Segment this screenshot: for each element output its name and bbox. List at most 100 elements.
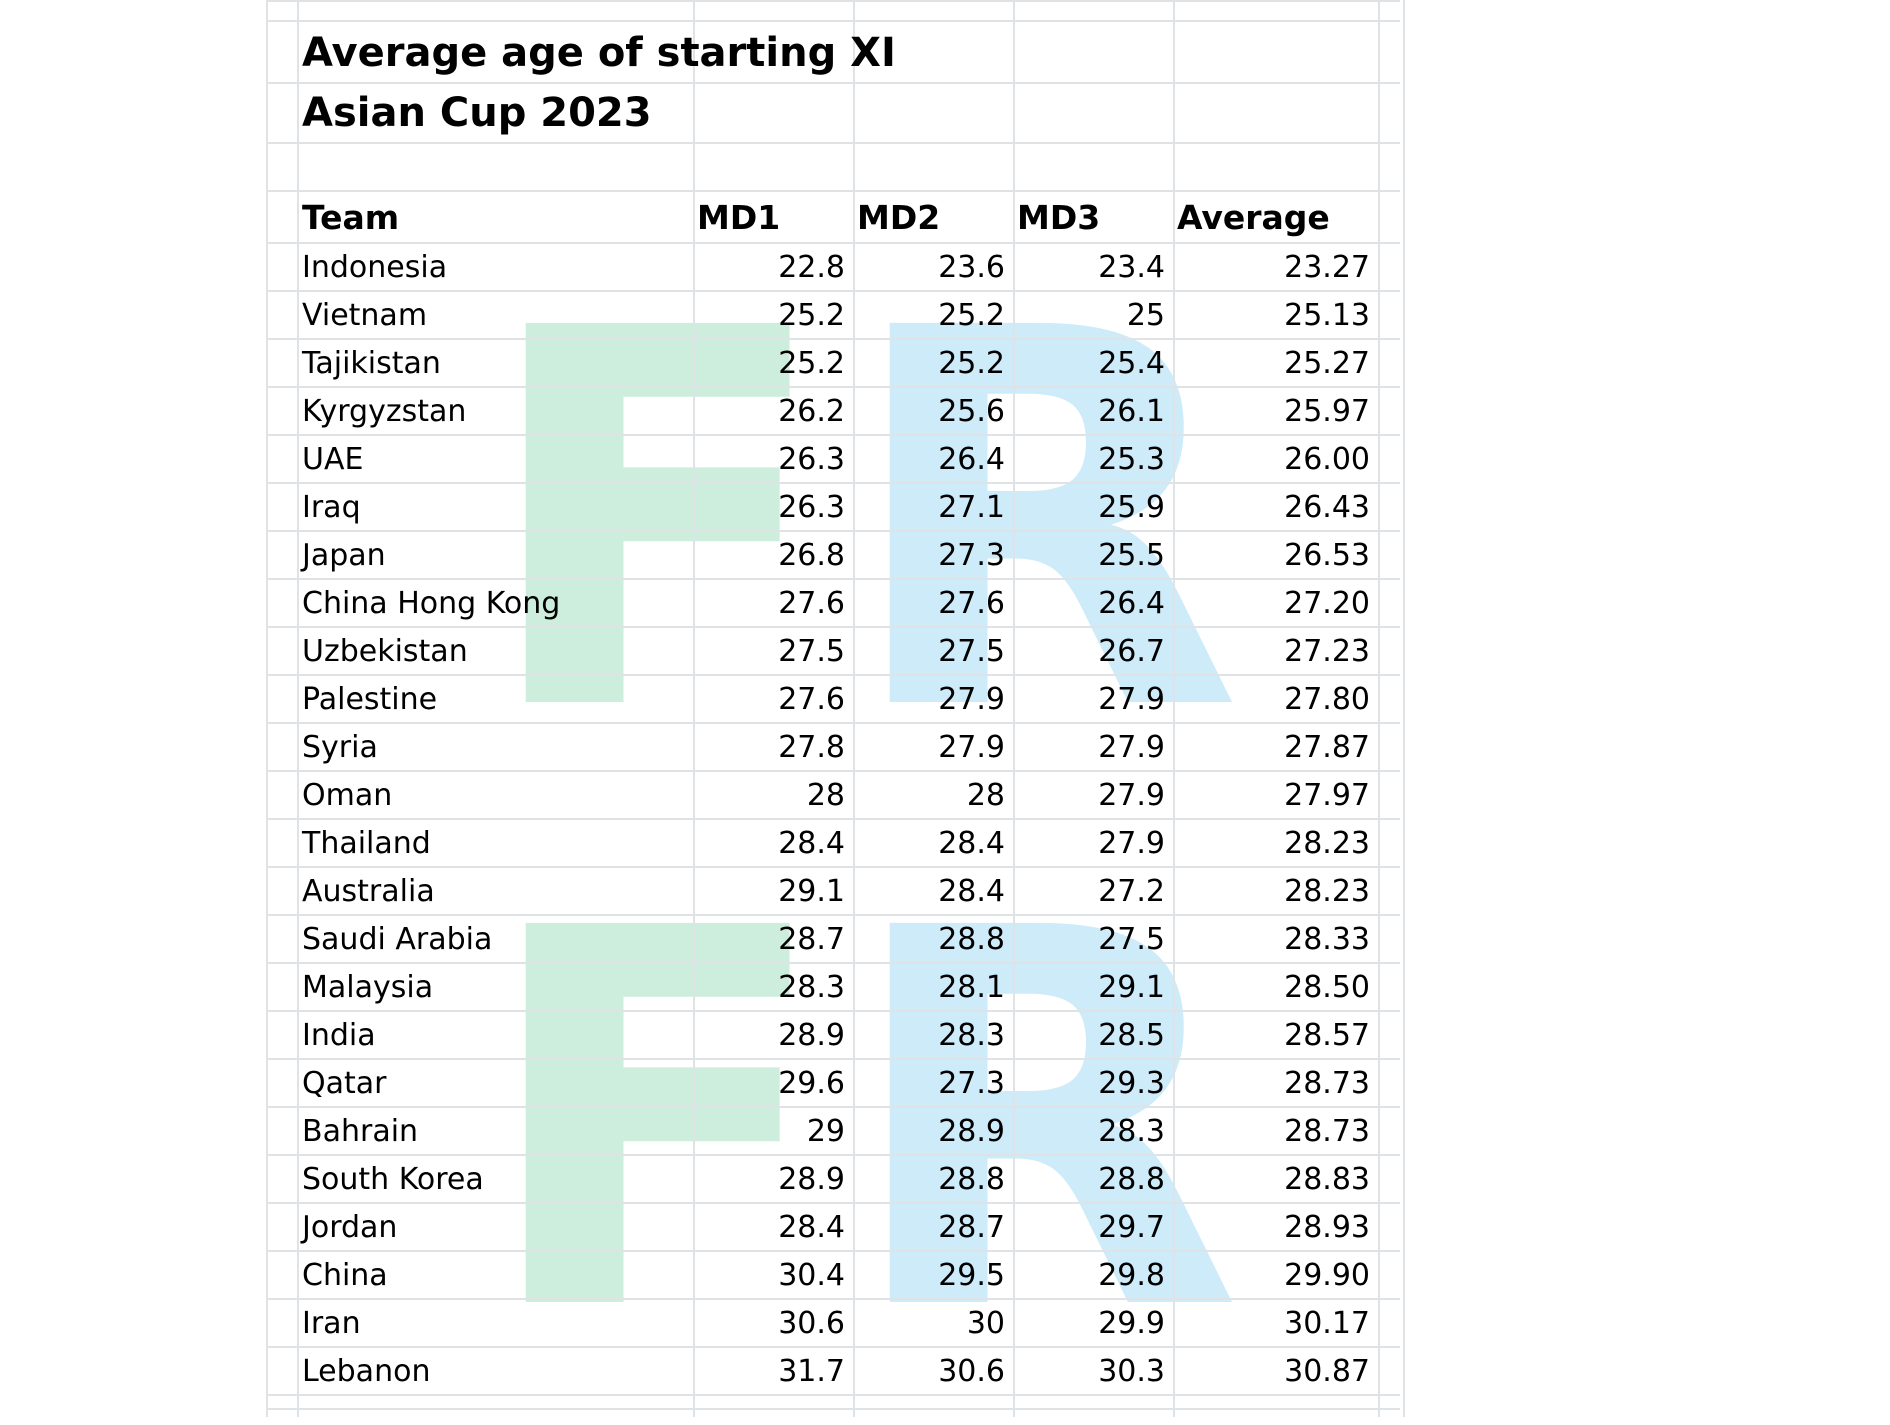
cell-md1: 28.4 bbox=[778, 1210, 845, 1245]
cell-average: 26.43 bbox=[1284, 490, 1370, 525]
cell-md3: 27.2 bbox=[1098, 874, 1165, 909]
cell-md3: 26.1 bbox=[1098, 394, 1165, 429]
cell-team: Tajikistan bbox=[302, 346, 441, 381]
cell-average: 28.93 bbox=[1284, 1210, 1370, 1245]
grid-row-line bbox=[266, 1202, 1400, 1204]
cell-md3: 30.3 bbox=[1098, 1354, 1165, 1389]
table-row: South Korea 28.9 28.8 28.8 28.83 bbox=[266, 1156, 1400, 1204]
grid-row-line bbox=[266, 290, 1400, 292]
cell-team: Syria bbox=[302, 730, 378, 765]
cell-md3: 29.3 bbox=[1098, 1066, 1165, 1101]
cell-average: 28.73 bbox=[1284, 1114, 1370, 1149]
cell-md2: 26.4 bbox=[938, 442, 1005, 477]
table-row: Syria 27.8 27.9 27.9 27.87 bbox=[266, 724, 1400, 772]
cell-md1: 29.1 bbox=[778, 874, 845, 909]
cell-average: 28.73 bbox=[1284, 1066, 1370, 1101]
cell-md3: 25.3 bbox=[1098, 442, 1165, 477]
cell-team: Lebanon bbox=[302, 1354, 431, 1389]
cell-average: 23.27 bbox=[1284, 250, 1370, 285]
table-row: Indonesia 22.8 23.6 23.4 23.27 bbox=[266, 244, 1400, 292]
cell-team: Palestine bbox=[302, 682, 438, 717]
grid-row-line bbox=[266, 770, 1400, 772]
cell-average: 27.20 bbox=[1284, 586, 1370, 621]
cell-md1: 28.3 bbox=[778, 970, 845, 1005]
grid-row-line bbox=[266, 1250, 1400, 1252]
cell-team: Iran bbox=[302, 1306, 361, 1341]
cell-team: Jordan bbox=[302, 1210, 398, 1245]
grid-col-line bbox=[1378, 0, 1380, 1417]
grid-row-line bbox=[266, 190, 1400, 192]
sheet-title-line-1: Average age of starting XI bbox=[302, 30, 896, 76]
cell-team: South Korea bbox=[302, 1162, 484, 1197]
cell-md3: 23.4 bbox=[1098, 250, 1165, 285]
cell-md2: 28.7 bbox=[938, 1210, 1005, 1245]
grid-row-line bbox=[266, 530, 1400, 532]
cell-team: Uzbekistan bbox=[302, 634, 468, 669]
cell-md3: 29.9 bbox=[1098, 1306, 1165, 1341]
cell-average: 25.27 bbox=[1284, 346, 1370, 381]
grid-row-line bbox=[266, 578, 1400, 580]
cell-average: 25.97 bbox=[1284, 394, 1370, 429]
cell-md3: 28.5 bbox=[1098, 1018, 1165, 1053]
grid-row-line bbox=[266, 674, 1400, 676]
cell-team: Iraq bbox=[302, 490, 361, 525]
cell-md2: 28 bbox=[966, 778, 1005, 813]
cell-md1: 22.8 bbox=[778, 250, 845, 285]
cell-team: Indonesia bbox=[302, 250, 448, 285]
grid-row-line bbox=[266, 20, 1400, 22]
cell-md3: 28.8 bbox=[1098, 1162, 1165, 1197]
cell-md2: 27.3 bbox=[938, 538, 1005, 573]
cell-md3: 28.3 bbox=[1098, 1114, 1165, 1149]
table-row: Tajikistan 25.2 25.2 25.4 25.27 bbox=[266, 340, 1400, 388]
grid-col-line bbox=[266, 0, 268, 1417]
cell-md2: 28.4 bbox=[938, 874, 1005, 909]
cell-md1: 27.5 bbox=[778, 634, 845, 669]
cell-md3: 27.9 bbox=[1098, 826, 1165, 861]
table-row: Thailand 28.4 28.4 27.9 28.23 bbox=[266, 820, 1400, 868]
cell-md1: 25.2 bbox=[778, 298, 845, 333]
grid-row-line bbox=[266, 1106, 1400, 1108]
cell-md2: 28.8 bbox=[938, 1162, 1005, 1197]
cell-average: 28.50 bbox=[1284, 970, 1370, 1005]
cell-average: 28.23 bbox=[1284, 826, 1370, 861]
cell-md2: 25.2 bbox=[938, 346, 1005, 381]
cell-team: Oman bbox=[302, 778, 393, 813]
cell-md1: 30.6 bbox=[778, 1306, 845, 1341]
cell-md2: 29.5 bbox=[938, 1258, 1005, 1293]
grid-row-line bbox=[266, 142, 1400, 144]
table-row: China 30.4 29.5 29.8 29.90 bbox=[266, 1252, 1400, 1300]
table-row: Kyrgyzstan 26.2 25.6 26.1 25.97 bbox=[266, 388, 1400, 436]
cell-average: 26.00 bbox=[1284, 442, 1370, 477]
cell-team: China bbox=[302, 1258, 388, 1293]
cell-md1: 28.9 bbox=[778, 1162, 845, 1197]
cell-md2: 28.8 bbox=[938, 922, 1005, 957]
table-row: Malaysia 28.3 28.1 29.1 28.50 bbox=[266, 964, 1400, 1012]
cell-md1: 26.2 bbox=[778, 394, 845, 429]
grid-row-line bbox=[266, 386, 1400, 388]
cell-md2: 27.5 bbox=[938, 634, 1005, 669]
table-row: UAE 26.3 26.4 25.3 26.00 bbox=[266, 436, 1400, 484]
grid-row-line bbox=[266, 1154, 1400, 1156]
grid-row-line bbox=[266, 242, 1400, 244]
cell-md2: 27.3 bbox=[938, 1066, 1005, 1101]
cell-md1: 28.9 bbox=[778, 1018, 845, 1053]
cell-md2: 28.4 bbox=[938, 826, 1005, 861]
table-row: Vietnam 25.2 25.2 25 25.13 bbox=[266, 292, 1400, 340]
cell-md1: 26.3 bbox=[778, 442, 845, 477]
cell-team: Vietnam bbox=[302, 298, 428, 333]
cell-md1: 29.6 bbox=[778, 1066, 845, 1101]
grid-row-line bbox=[266, 1298, 1400, 1300]
cell-average: 30.17 bbox=[1284, 1306, 1370, 1341]
table-row: Qatar 29.6 27.3 29.3 28.73 bbox=[266, 1060, 1400, 1108]
table-row: Australia 29.1 28.4 27.2 28.23 bbox=[266, 868, 1400, 916]
cell-md3: 26.4 bbox=[1098, 586, 1165, 621]
cell-md2: 28.1 bbox=[938, 970, 1005, 1005]
cell-md3: 27.9 bbox=[1098, 730, 1165, 765]
cell-md2: 27.1 bbox=[938, 490, 1005, 525]
grid-col-line bbox=[1013, 0, 1015, 1417]
table-row: Japan 26.8 27.3 25.5 26.53 bbox=[266, 532, 1400, 580]
cell-team: Thailand bbox=[302, 826, 431, 861]
cell-md3: 27.9 bbox=[1098, 778, 1165, 813]
table-row: Lebanon 31.7 30.6 30.3 30.87 bbox=[266, 1348, 1400, 1396]
cell-average: 27.87 bbox=[1284, 730, 1370, 765]
